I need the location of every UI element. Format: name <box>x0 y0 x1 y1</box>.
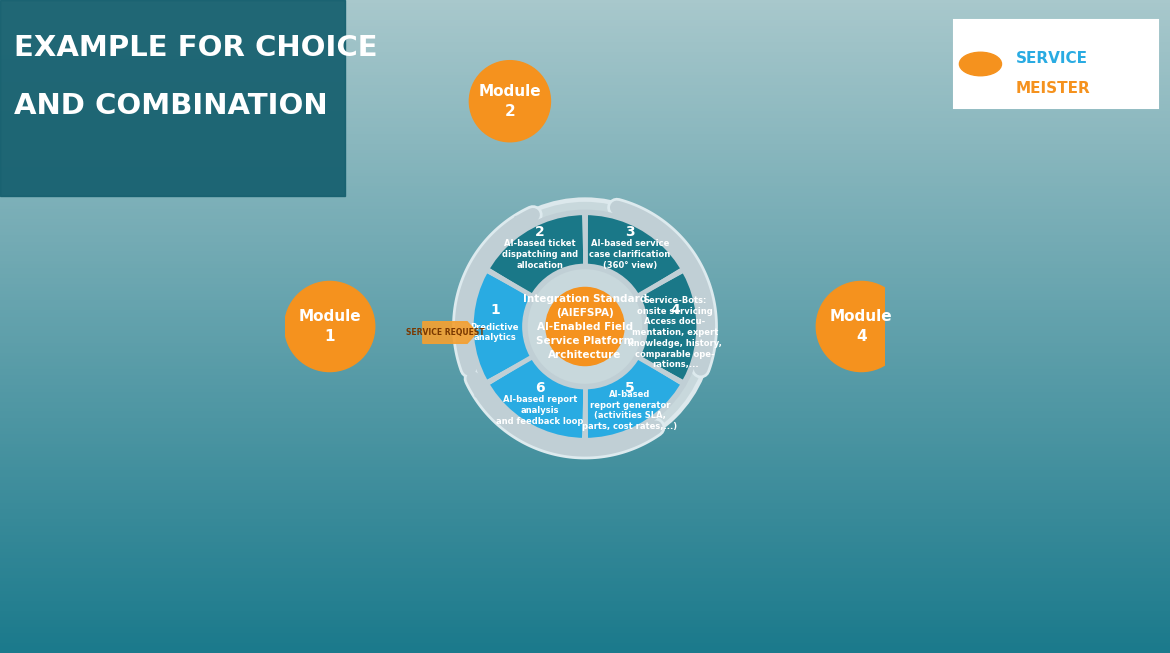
Circle shape <box>469 61 550 142</box>
Wedge shape <box>638 272 700 381</box>
Polygon shape <box>422 322 477 343</box>
Circle shape <box>546 287 624 366</box>
Text: 1: 1 <box>490 303 500 317</box>
Wedge shape <box>586 358 682 441</box>
Text: EXAMPLE FOR CHOICE: EXAMPLE FOR CHOICE <box>14 33 378 61</box>
Text: Predictive
analytics: Predictive analytics <box>470 323 519 342</box>
Text: Module
2: Module 2 <box>479 84 542 119</box>
Circle shape <box>959 52 1002 76</box>
Text: 3: 3 <box>625 225 635 239</box>
Text: Service-Bots:
onsite servicing
Access docu-
mentation, expert
knowledge, history: Service-Bots: onsite servicing Access do… <box>628 296 722 369</box>
Text: 2: 2 <box>535 225 545 239</box>
Text: Module
1: Module 1 <box>298 309 362 344</box>
Text: 5: 5 <box>625 381 635 395</box>
Wedge shape <box>488 358 584 441</box>
Circle shape <box>284 281 374 372</box>
Bar <box>0 0 345 196</box>
Wedge shape <box>488 212 584 295</box>
Wedge shape <box>470 272 532 381</box>
Text: AI-based
report generator
(activities SLA,
parts, cost rates,...): AI-based report generator (activities SL… <box>583 390 677 431</box>
Text: Module
4: Module 4 <box>830 309 893 344</box>
Text: Integration Standard
(AIEFSPA)
AI-Enabled Field
Service Platform
Architecture: Integration Standard (AIEFSPA) AI-Enable… <box>523 293 647 360</box>
Circle shape <box>456 197 714 456</box>
Text: AI-based report
analysis
and feedback loop: AI-based report analysis and feedback lo… <box>496 395 584 426</box>
Text: AI-based service
case clarification
(360° view): AI-based service case clarification (360… <box>590 239 670 270</box>
Circle shape <box>460 202 710 451</box>
Text: SERVICE: SERVICE <box>1016 52 1088 66</box>
Bar <box>954 20 1158 108</box>
Circle shape <box>817 281 907 372</box>
Text: AI-based ticket
dispatching and
allocation: AI-based ticket dispatching and allocati… <box>502 239 578 270</box>
Text: AND COMBINATION: AND COMBINATION <box>14 92 328 120</box>
Text: 4: 4 <box>670 303 680 317</box>
Text: SERVICE REQUEST: SERVICE REQUEST <box>406 328 484 337</box>
Wedge shape <box>586 212 682 295</box>
Text: MEISTER: MEISTER <box>1016 81 1090 95</box>
Text: 6: 6 <box>535 381 545 395</box>
